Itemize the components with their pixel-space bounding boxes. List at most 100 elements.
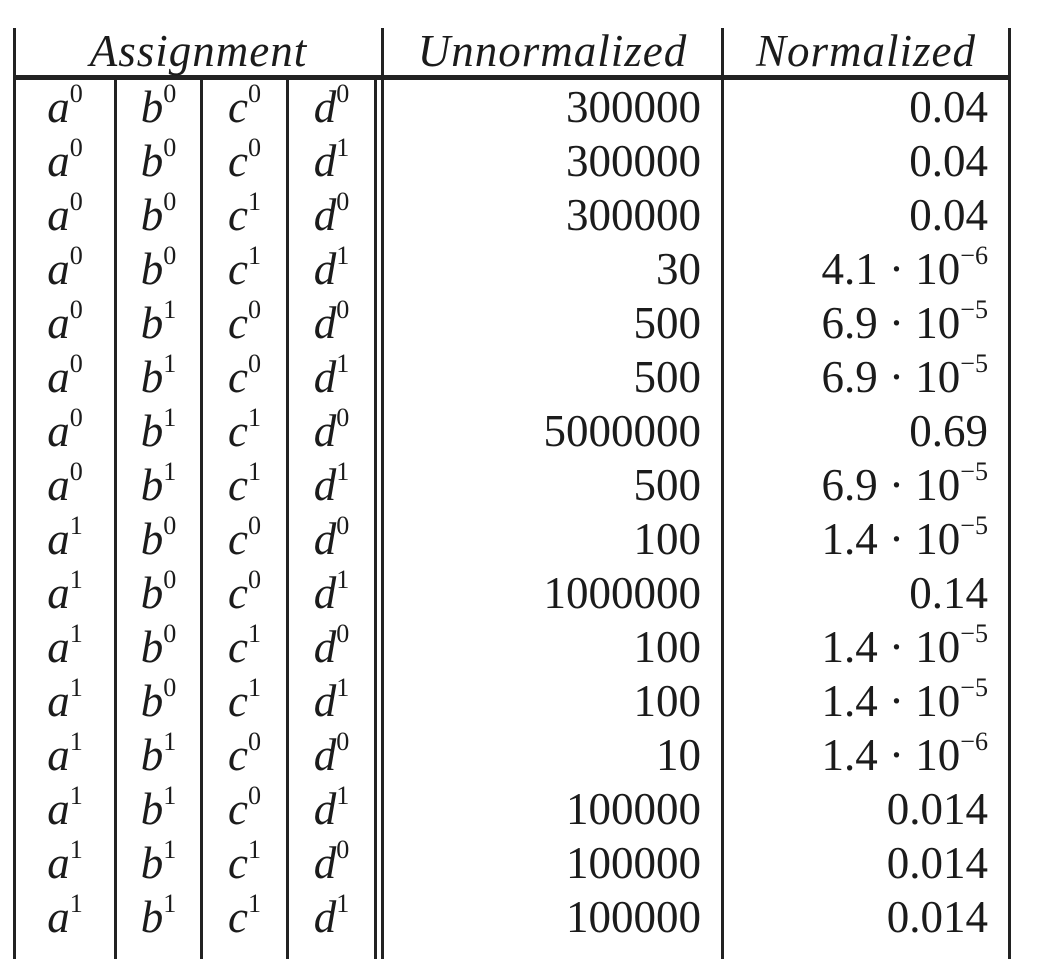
unnormalized-value-cell: 500 <box>384 350 724 404</box>
normalized-value-cell: 0.04 <box>909 135 988 186</box>
bottom-rule-extension <box>203 944 289 959</box>
normalized-value-cell: 0.014 <box>886 783 988 834</box>
normalized-value-cell: 1.4 · 10 −5 <box>821 672 988 726</box>
unnormalized-value-cell: 100000 <box>384 836 724 890</box>
normalized-value-cell: 0.69 <box>909 405 988 456</box>
normalized-column-header: Normalized <box>724 28 1008 80</box>
normalized-value-cell: 0.04 <box>909 81 988 132</box>
normalized-value-cell: 1.4 · 10 −5 <box>821 618 988 672</box>
unnormalized-value-cell: 100000 <box>384 782 724 836</box>
assignment-column-header: Assignment <box>16 28 384 80</box>
unnormalized-value-cell: 5000000 <box>384 404 724 458</box>
normalized-value-cell: 6.9 · 10 −5 <box>821 294 988 348</box>
normalized-value-cell: 6.9 · 10 −5 <box>821 456 988 510</box>
bottom-rule-extension <box>117 944 203 959</box>
bottom-rule-extension <box>724 944 1008 959</box>
unnormalized-value-cell: 500 <box>384 458 724 512</box>
unnormalized-column-header: Unnormalized <box>384 28 724 80</box>
unnormalized-value-cell: 300000 <box>384 80 724 134</box>
bottom-rule-extension <box>16 944 117 959</box>
unnormalized-value-cell: 10 <box>384 728 724 782</box>
unnormalized-value-cell: 100000 <box>384 890 724 944</box>
bottom-rule-extension <box>384 944 724 959</box>
normalized-value-cell: 6.9 · 10 −5 <box>821 348 988 402</box>
unnormalized-value-cell: 100 <box>384 620 724 674</box>
unnormalized-value-cell: 300000 <box>384 188 724 242</box>
unnormalized-value-cell: 100 <box>384 512 724 566</box>
unnormalized-value-cell: 500 <box>384 296 724 350</box>
unnormalized-value-cell: 1000000 <box>384 566 724 620</box>
normalized-value-cell: 1.4 · 10 −5 <box>821 510 988 564</box>
normalized-value-cell: 4.1 · 10 −6 <box>821 240 988 294</box>
normalized-value-cell: 0.014 <box>886 891 988 942</box>
unnormalized-value-cell: 100 <box>384 674 724 728</box>
normalized-value-cell: 1.4 · 10 −6 <box>821 726 988 780</box>
bottom-rule-extension <box>289 944 384 959</box>
normalized-value-cell: 0.04 <box>909 189 988 240</box>
normalized-value-cell: 0.014 <box>886 837 988 888</box>
unnormalized-value-cell: 30 <box>384 242 724 296</box>
normalized-value-cell: 0.14 <box>909 567 988 618</box>
